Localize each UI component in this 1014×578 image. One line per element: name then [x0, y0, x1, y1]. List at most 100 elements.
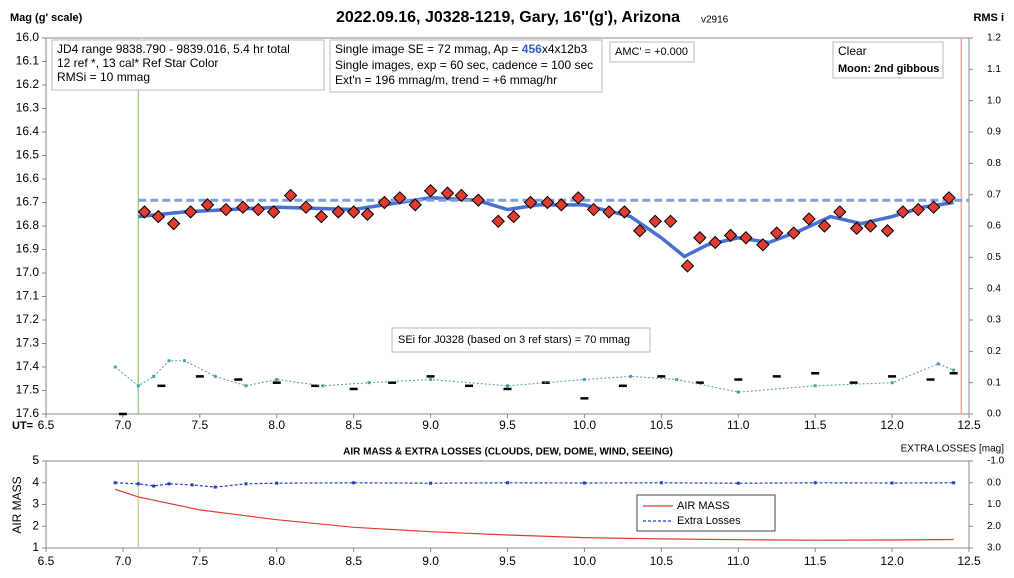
data-point: [167, 359, 171, 363]
y2-tick-label: 1.0: [987, 499, 1001, 510]
annotation: Single images, exp = 60 sec, cadence = 1…: [335, 58, 593, 72]
y2-axis-label: RMS i: [973, 12, 1004, 24]
binned-point: [166, 216, 181, 231]
y2-tick-label: 1.1: [987, 64, 1001, 75]
info-box: [391, 327, 651, 353]
binned-point: [571, 191, 585, 205]
data-point: [182, 359, 186, 363]
annotation: Single image SE = 72 mmag, Ap = 456x4x12…: [335, 42, 588, 56]
x-tick-label: 7.5: [191, 554, 208, 568]
x-tick-label: 9.0: [422, 554, 439, 568]
y-tick-label: 4: [32, 475, 39, 489]
y-tick-label: 3: [32, 497, 39, 511]
x-tick-label: 8.5: [345, 418, 362, 432]
info-box: [832, 41, 944, 79]
x-tick-label: 11.0: [727, 554, 750, 568]
binned-point: [802, 212, 816, 226]
binned-point: [863, 219, 878, 233]
x-tick-label: 9.5: [499, 554, 516, 568]
binned-point: [586, 202, 601, 217]
y2-tick-label: 0.7: [987, 189, 1001, 200]
binned-point: [454, 188, 469, 203]
binned-point: [219, 202, 233, 217]
data-point: [244, 384, 248, 388]
y2-tick-label: 0.1: [987, 377, 1001, 388]
x-tick-label: 12.0: [880, 554, 904, 568]
data-point: [275, 378, 279, 382]
binned-point: [633, 223, 647, 238]
binned-point: [523, 195, 538, 210]
y-tick-label: 16.3: [16, 101, 40, 115]
y2-tick-label: 2.0: [987, 521, 1001, 532]
annotation: Clear: [838, 44, 867, 58]
binned-point: [377, 195, 392, 210]
y-tick-label: 17.1: [16, 289, 40, 303]
y2-tick-label: 0.5: [987, 252, 1001, 263]
x-tick-label: 6.5: [38, 418, 55, 432]
y-tick-label: 16.8: [16, 218, 40, 232]
legend-box: [636, 494, 776, 532]
y-tick-label: 17.3: [16, 336, 40, 350]
x-tick-label: 12.5: [957, 418, 981, 432]
x-tick-label: 6.5: [38, 554, 55, 568]
x-axis-label: UT=: [12, 420, 33, 432]
data-point: [367, 381, 371, 385]
binned-point: [440, 186, 455, 200]
binned-point: [554, 198, 569, 212]
chart-subtitle: v2916: [701, 15, 729, 26]
y2-tick-label: 1.2: [987, 33, 1001, 44]
binned-point: [346, 205, 361, 219]
binned-point: [693, 231, 707, 245]
y-axis-label: Mag (g' scale): [10, 12, 83, 24]
annotation: AMC' = +0.000: [615, 46, 688, 58]
binned-point: [833, 205, 847, 219]
y-tick-label: 16.1: [16, 54, 40, 68]
binned-point: [739, 231, 753, 245]
x-tick-label: 8.0: [268, 554, 285, 568]
legend-label: AIR MASS: [677, 500, 730, 512]
x-tick-label: 8.0: [268, 418, 285, 432]
data-point: [936, 362, 940, 366]
data-point: [890, 381, 894, 385]
y2-tick-label: 0.9: [987, 127, 1001, 138]
data-point: [275, 481, 279, 485]
binned-point: [423, 184, 438, 198]
binned-point: [266, 205, 281, 219]
data-point: [506, 384, 509, 388]
binned-point: [491, 214, 505, 229]
data-point: [506, 481, 509, 485]
info-box: [329, 39, 603, 93]
annotation-part: x4x12b3: [542, 42, 588, 56]
data-point: [675, 378, 679, 382]
binned-point: [137, 205, 152, 219]
y2-tick-label: -1.0: [987, 456, 1005, 467]
y2-tick-label: 0.0: [987, 477, 1001, 488]
series-line: [114, 360, 954, 393]
y-tick-label: 16.2: [16, 77, 40, 91]
binned-point: [251, 202, 265, 217]
annotation: Ext'n = 196 mmag/m, trend = +6 mmag/hr: [335, 73, 557, 87]
binned-point: [200, 198, 215, 212]
binned-point: [926, 200, 941, 214]
binned-point: [896, 205, 910, 219]
x-tick-label: 7.5: [191, 418, 208, 432]
data-point: [190, 483, 194, 487]
x-tick-label: 12.0: [880, 418, 904, 432]
binned-point: [617, 205, 632, 219]
binned-point: [723, 228, 738, 243]
y2-tick-label: 3.0: [987, 543, 1001, 554]
binned-point: [540, 195, 555, 210]
annotation: JD4 range 9838.790 - 9839.016, 5.4 hr to…: [57, 42, 290, 56]
binned-point: [506, 209, 521, 224]
x-tick-label: 10.0: [573, 418, 597, 432]
data-point: [582, 481, 586, 485]
binned-point: [648, 214, 662, 229]
y2-tick-label: 0.3: [987, 315, 1001, 326]
y2-tick-label: 0.4: [987, 283, 1001, 294]
annotation: 12 ref *, 13 cal* Ref Star Color: [57, 56, 218, 70]
data-point: [152, 374, 156, 378]
data-point: [113, 365, 117, 369]
y-axis-label: AIR MASS: [10, 476, 24, 533]
y2-tick-label: 0.8: [987, 158, 1001, 169]
